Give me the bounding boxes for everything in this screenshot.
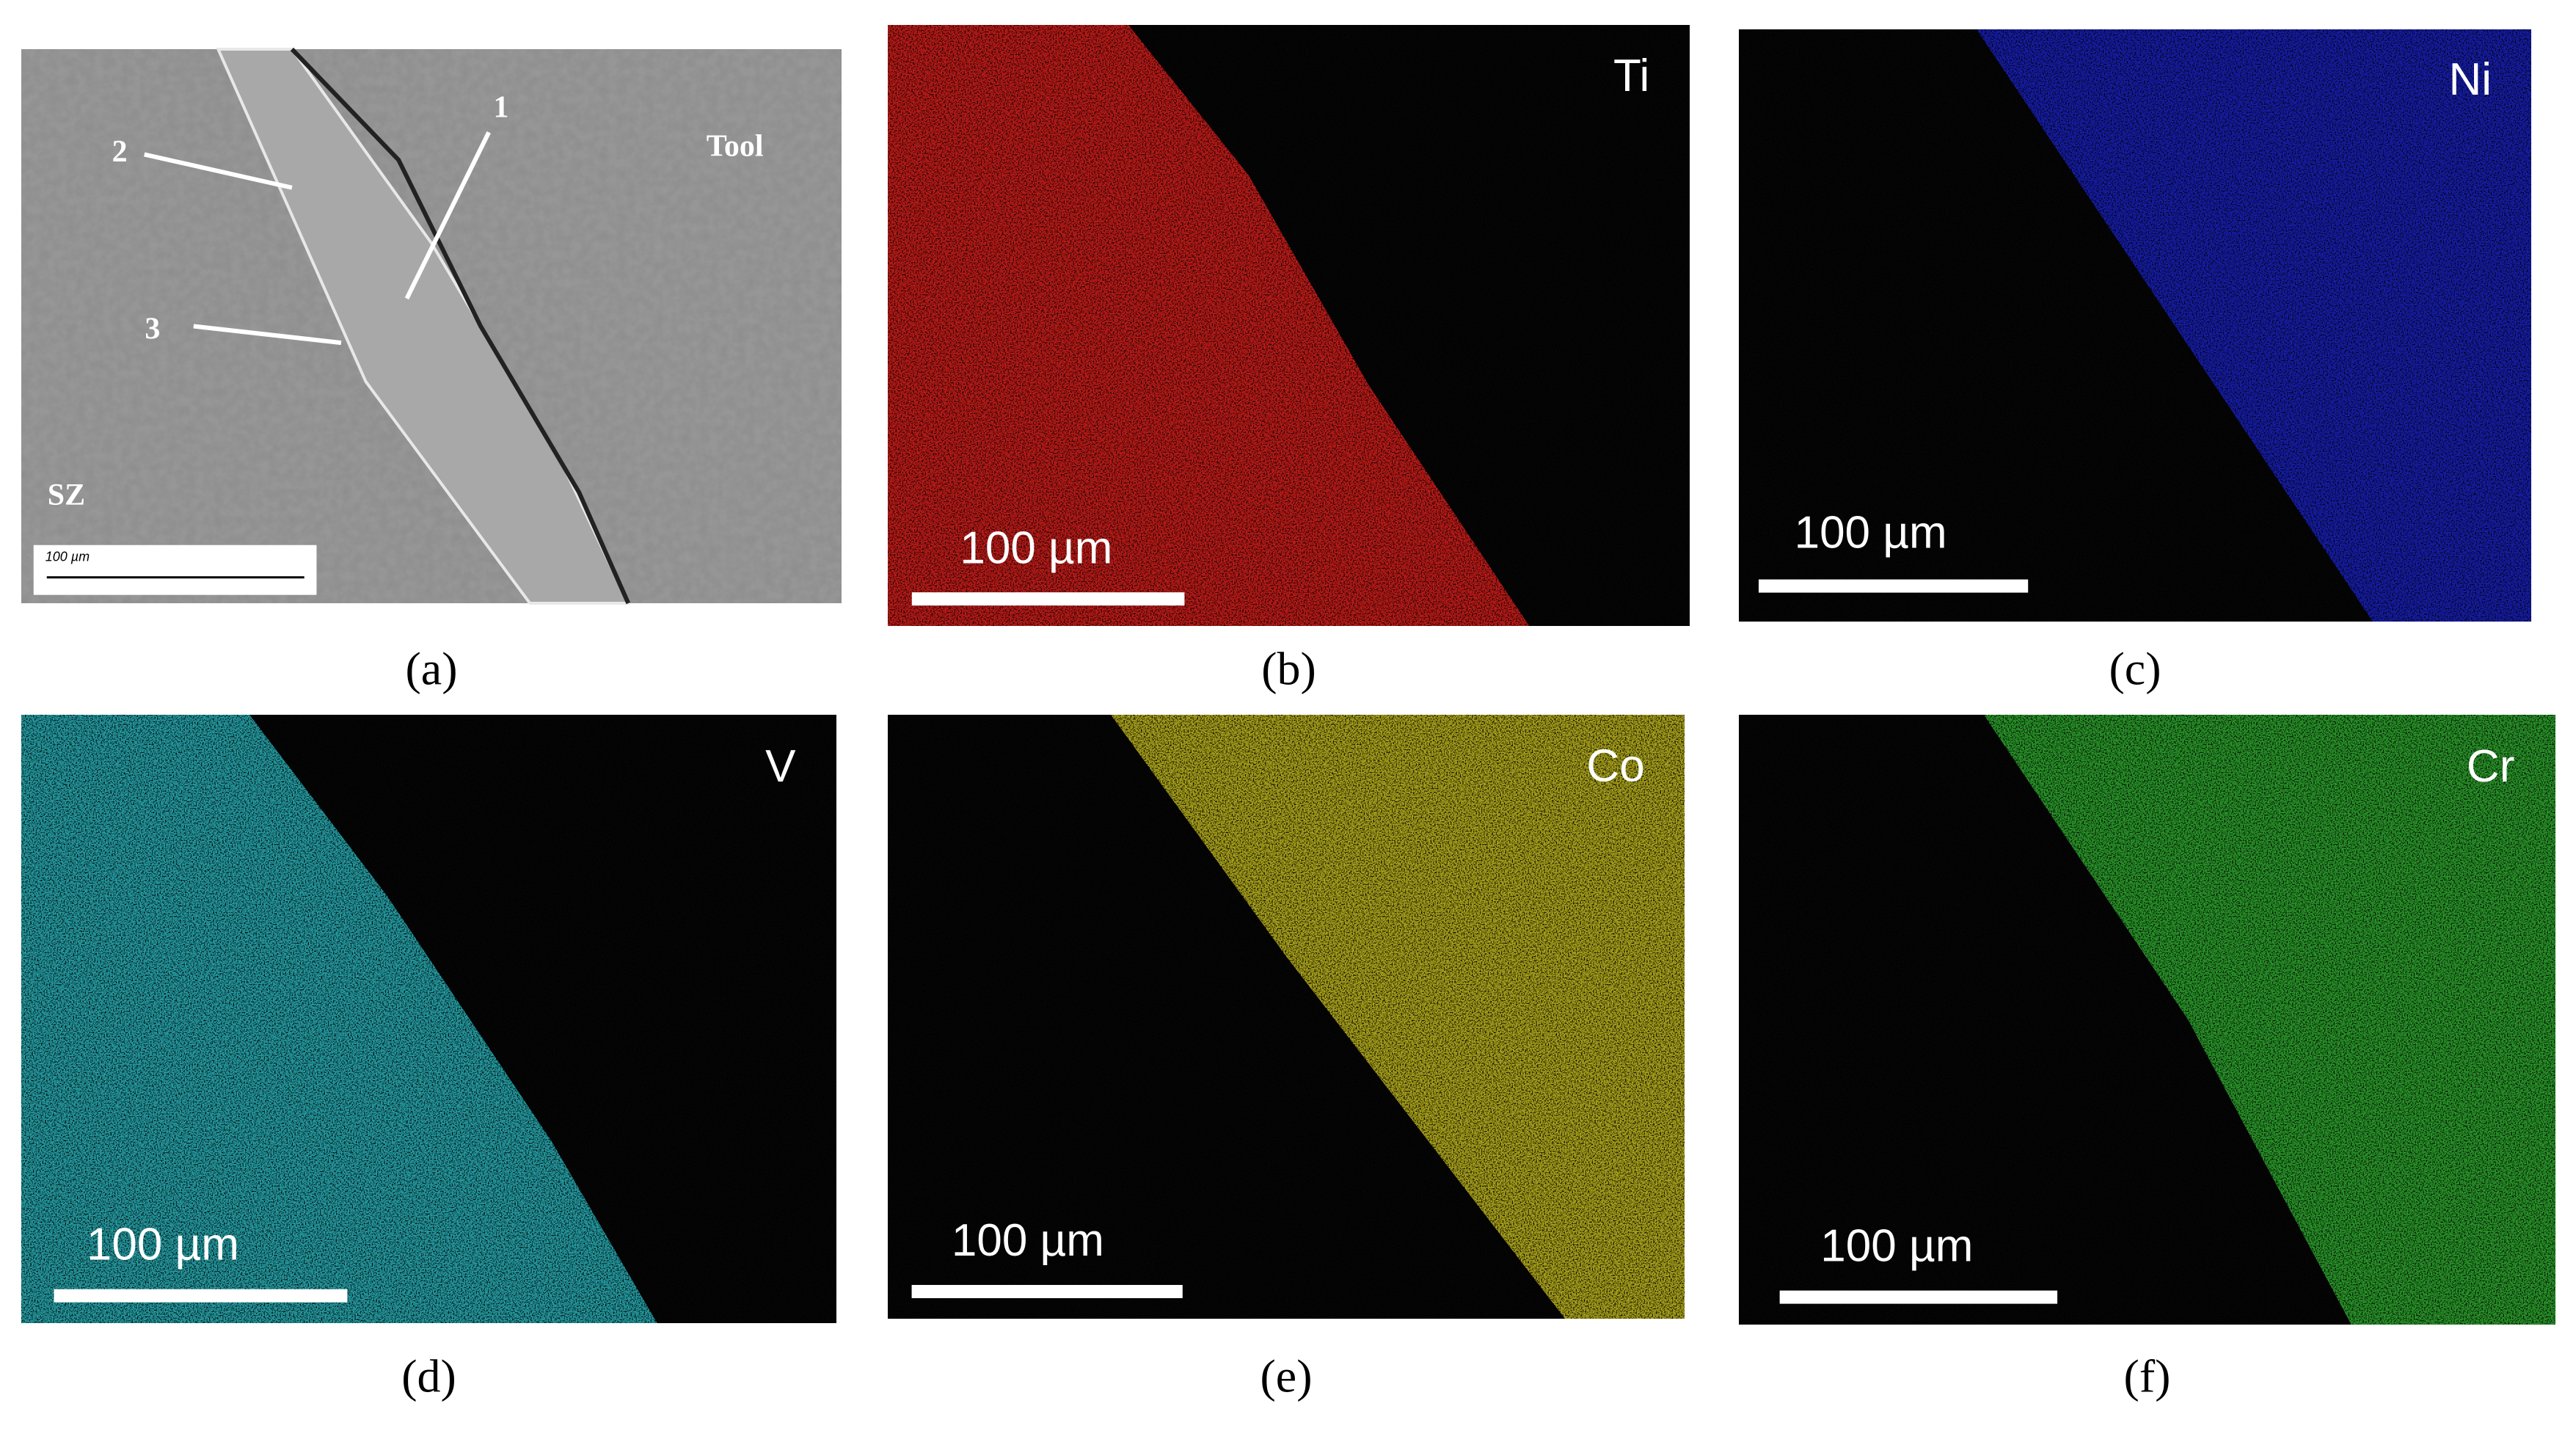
scale-label: 100 µm (87, 1219, 239, 1270)
annotation-number: 2 (112, 135, 128, 169)
scale-box (33, 545, 317, 595)
scale-label: 100 µm (1795, 508, 1947, 558)
element-label: Ni (2448, 54, 2492, 105)
pointer-line (144, 152, 293, 190)
region-label: Tool (707, 130, 764, 164)
speckle (888, 25, 1690, 626)
panel: Co 100 µm (888, 715, 1685, 1319)
panel-caption: (f) (2124, 1350, 2171, 1402)
panel-caption: (b) (1261, 643, 1316, 695)
element-label: Ti (1613, 51, 1649, 101)
speckle (1739, 29, 2531, 622)
element-label: V (765, 741, 796, 792)
panel: V 100 µm (21, 715, 836, 1323)
scale-bar (911, 1284, 1183, 1298)
panel: Ti 100 µm (888, 25, 1690, 626)
scale-label: 100 µm (952, 1215, 1104, 1266)
panel: 1 2 3 Tool SZ 100 µm (21, 47, 842, 605)
scale-label: 100 µm (960, 522, 1112, 573)
scale-bar (911, 592, 1185, 606)
panel-caption: (d) (401, 1350, 456, 1402)
annotation-number: 3 (145, 313, 160, 346)
panel-caption: (c) (2109, 643, 2161, 695)
panel: Ni 100 µm (1739, 29, 2531, 622)
speckle (888, 715, 1685, 1319)
element-label: Cr (2467, 741, 2514, 792)
scale-label: 100 µm (45, 550, 90, 564)
annotation-number: 1 (494, 91, 509, 125)
panel: Cr 100 µm (1739, 715, 2555, 1325)
panel-caption: (a) (405, 643, 457, 695)
speckle (21, 715, 836, 1323)
crack (290, 47, 631, 605)
scale-label: 100 µm (1820, 1220, 1973, 1271)
pointer-line (404, 131, 491, 300)
scale-bar (1779, 1290, 2058, 1304)
speckle (1739, 715, 2555, 1325)
element-label: Co (1586, 740, 1644, 791)
scale-bar (54, 1289, 348, 1303)
pointer-line (193, 324, 342, 346)
region-label: SZ (48, 478, 85, 512)
panel-caption: (e) (1260, 1350, 1312, 1402)
scale-bar (1759, 579, 2029, 593)
